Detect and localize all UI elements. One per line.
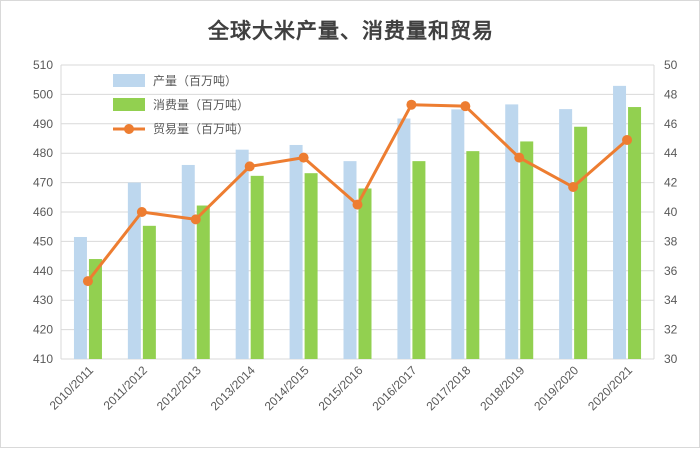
x-tick-label: 2014/2015	[262, 363, 312, 413]
trade-point	[298, 152, 309, 163]
trade-point	[460, 101, 471, 112]
trade-point	[244, 161, 255, 172]
trade-point	[190, 214, 201, 225]
y-right-tick-label: 40	[664, 205, 678, 219]
y-left-tick-label: 510	[33, 58, 53, 72]
trade-point	[352, 199, 363, 210]
bar-production	[505, 104, 519, 359]
bar-consumption	[520, 141, 534, 359]
bar-production	[343, 161, 357, 359]
legend-label: 产量（百万吨）	[153, 74, 237, 88]
bar-consumption	[142, 225, 156, 359]
y-left-tick-label: 460	[33, 205, 53, 219]
trade-point	[568, 182, 579, 193]
x-tick-label: 2011/2012	[101, 363, 151, 413]
bar-consumption	[412, 161, 426, 359]
legend-label: 贸易量（百万吨）	[153, 122, 249, 136]
bar-consumption	[574, 126, 588, 360]
legend-label: 消费量（百万吨）	[153, 98, 249, 112]
y-right-tick-label: 46	[664, 117, 678, 131]
y-left-tick-label: 430	[33, 293, 53, 307]
y-right-tick-label: 50	[664, 58, 678, 72]
bar-production	[613, 85, 627, 360]
x-tick-label: 2012/2013	[154, 363, 204, 413]
bar-production	[235, 149, 249, 359]
bar-production	[397, 118, 411, 360]
bar-consumption	[250, 175, 264, 359]
legend-swatch	[113, 98, 145, 111]
y-left-tick-label: 500	[33, 87, 53, 101]
y-left-tick-label: 490	[33, 117, 53, 131]
chart-title: 全球大米产量、消费量和贸易	[208, 19, 494, 43]
bar-consumption	[628, 107, 642, 360]
bar-consumption	[88, 259, 102, 359]
y-right-tick-label: 30	[664, 352, 678, 366]
trade-point	[514, 152, 525, 163]
trade-point	[406, 99, 417, 110]
y-right-tick-label: 36	[664, 264, 678, 278]
bar-consumption	[466, 151, 480, 359]
y-left-tick-label: 420	[33, 323, 53, 337]
y-right-tick-label: 42	[664, 176, 678, 190]
x-tick-label: 2015/2016	[316, 363, 366, 413]
bar-consumption	[358, 188, 372, 359]
y-right-tick-label: 32	[664, 323, 678, 337]
bar-consumption	[196, 205, 210, 359]
bar-consumption	[304, 173, 318, 359]
trade-point	[136, 207, 147, 217]
x-tick-label: 2016/2017	[370, 363, 420, 413]
x-tick-label: 2017/2018	[423, 363, 473, 413]
y-left-tick-label: 480	[33, 146, 53, 160]
bar-production	[289, 144, 303, 359]
x-tick-label: 2018/2019	[477, 363, 527, 413]
x-tick-label: 2013/2014	[208, 363, 258, 413]
bar-production	[181, 164, 195, 359]
y-right-tick-label: 38	[664, 234, 678, 248]
x-tick-label: 2020/2021	[585, 363, 635, 413]
y-left-tick-label: 450	[33, 234, 53, 248]
y-right-tick-label: 48	[664, 87, 678, 101]
x-tick-label: 2010/2011	[47, 363, 97, 413]
y-left-tick-label: 440	[33, 264, 53, 278]
y-left-tick-label: 470	[33, 176, 53, 190]
bar-production	[451, 109, 465, 359]
y-right-tick-label: 34	[664, 293, 678, 307]
trade-point	[622, 134, 633, 145]
bar-production	[559, 109, 573, 359]
x-tick-label: 2019/2020	[531, 363, 581, 413]
legend-marker	[124, 124, 134, 134]
legend-swatch	[113, 74, 145, 87]
y-right-tick-label: 44	[664, 146, 678, 160]
bar-production	[73, 236, 87, 359]
trade-point	[82, 276, 93, 287]
y-left-tick-label: 410	[33, 352, 53, 366]
